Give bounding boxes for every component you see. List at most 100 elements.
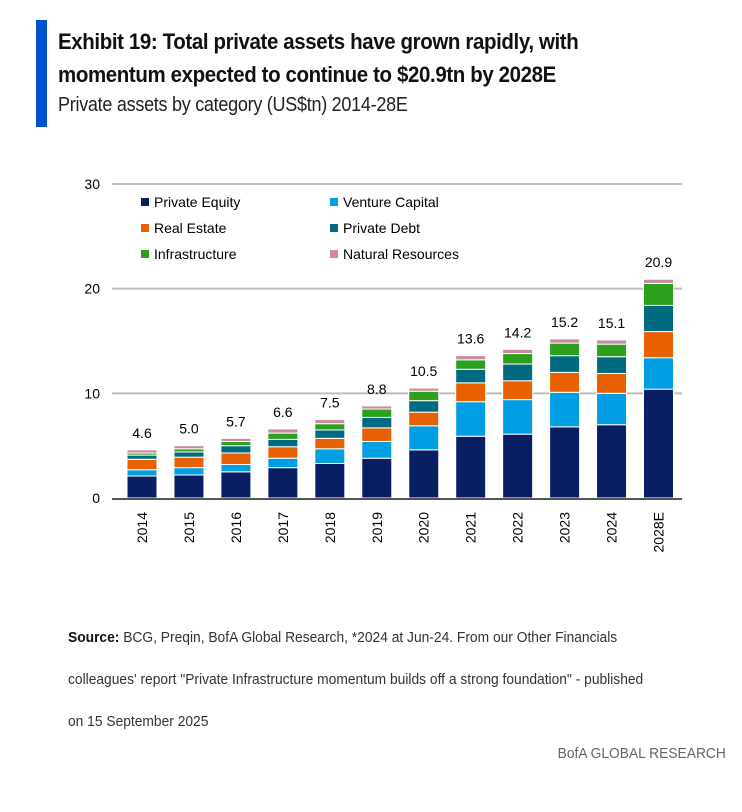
total-label: 10.5 [410, 363, 437, 379]
total-label: 14.2 [504, 324, 531, 340]
legend-item: Natural Resources [330, 246, 459, 262]
bar-segment-natural-resources [173, 445, 205, 450]
bar-segment-real-estate [361, 427, 393, 442]
bar-segment-infrastructure [408, 390, 440, 402]
x-tick-label: 2024 [604, 512, 620, 543]
bar-segment-private-debt [455, 368, 487, 384]
bar-segment-natural-resources [408, 387, 440, 392]
bar-segment-venture-capital [173, 467, 205, 476]
bar-segment-private-equity [220, 471, 252, 499]
legend-label: Real Estate [154, 220, 227, 236]
legend-swatch [330, 224, 338, 232]
bar-stack [502, 348, 534, 499]
bar-segment-real-estate [267, 446, 299, 459]
bar-segment-private-equity [596, 424, 628, 499]
bar-segment-natural-resources [220, 437, 252, 442]
y-axis-ticks: 0 10 20 30 [84, 176, 100, 506]
bar-segment-venture-capital [502, 399, 534, 435]
bar-segment-private-equity [549, 426, 581, 499]
x-tick-label: 2017 [275, 512, 291, 543]
bar-segment-real-estate [408, 411, 440, 427]
bar-segment-venture-capital [126, 469, 158, 477]
legend-item: Private Debt [330, 220, 420, 236]
legend-item: Infrastructure [141, 246, 237, 262]
bar-segment-private-debt [361, 416, 393, 429]
source-label: Source: [68, 629, 120, 646]
source-line-2: colleagues' report "Private Infrastructu… [68, 671, 644, 688]
x-tick-label: 2016 [228, 512, 244, 543]
bar-segment-private-debt [267, 438, 299, 448]
bar-segment-real-estate [314, 437, 346, 450]
total-labels: 4.6 5.0 5.7 6.6 7.5 8.8 10.5 13.6 14.2 15.2 15.1 20… [132, 254, 672, 441]
bar-segment-private-equity [361, 457, 393, 499]
total-label: 15.1 [598, 315, 625, 331]
bar-stack [267, 428, 299, 499]
bar-segment-real-estate [643, 331, 674, 359]
bar-stack [220, 437, 252, 499]
bar-segment-private-equity [643, 388, 674, 499]
bar-segment-private-equity [314, 462, 346, 499]
gridlines [112, 183, 682, 395]
total-label: 13.6 [457, 331, 484, 347]
x-tick-label: 2019 [369, 512, 385, 543]
bar-stack [596, 339, 628, 499]
legend-swatch [141, 224, 149, 232]
bar-segment-private-debt [314, 429, 346, 439]
bar-stack [314, 419, 346, 499]
bar-segment-natural-resources [596, 339, 628, 345]
exhibit-title: Exhibit 19: Total private assets have gr… [58, 25, 681, 91]
bar-segment-infrastructure [502, 353, 534, 365]
y-tick-label: 20 [84, 281, 100, 297]
bar-stack [173, 445, 205, 499]
legend-swatch [330, 250, 338, 258]
x-tick-label: 2014 [134, 512, 150, 543]
bar-segment-real-estate [596, 372, 628, 394]
source-line-3: on 15 September 2025 [68, 713, 209, 730]
total-label: 8.8 [367, 381, 387, 397]
legend-item: Private Equity [141, 194, 240, 210]
bar-segment-venture-capital [220, 464, 252, 473]
bar-segment-real-estate [502, 380, 534, 401]
total-label: 20.9 [645, 254, 672, 270]
bar-segment-natural-resources [549, 338, 581, 344]
bar-segment-infrastructure [361, 408, 393, 418]
legend-swatch [141, 250, 149, 258]
bar-segment-natural-resources [267, 428, 299, 434]
bar-segment-private-equity [267, 467, 299, 499]
legend: Private Equity Venture Capital Real Estate… [141, 194, 459, 262]
total-label: 7.5 [320, 395, 340, 411]
legend-item: Real Estate [141, 220, 227, 236]
stacked-bar-chart: 0 10 20 30 4.6 5.0 5.7 6.6 7.5 8.8 10.5 13.6 14.2 15… [84, 176, 682, 552]
bar-segment-private-debt [126, 454, 158, 460]
bar-segment-real-estate [549, 371, 581, 393]
source-note: Source: BCG, Preqin, BofA Global Researc… [68, 617, 675, 743]
brand-label: BofA GLOBAL RESEARCH [557, 745, 726, 762]
bar-segment-natural-resources [126, 449, 158, 454]
title-line-2: momentum expected to continue to $20.9tn… [58, 62, 556, 87]
bar-segment-natural-resources [361, 405, 393, 410]
x-tick-label: 2018 [322, 512, 338, 543]
bar-segment-real-estate [455, 382, 487, 403]
accent-bar [36, 20, 47, 127]
bar-segment-private-debt [408, 400, 440, 413]
bar-segment-private-equity [502, 433, 534, 499]
bar-stack [361, 405, 393, 499]
bar-segment-venture-capital [361, 440, 393, 459]
x-tick-label: 2015 [181, 512, 197, 543]
bar-segment-venture-capital [267, 457, 299, 469]
bar-segment-private-debt [173, 451, 205, 458]
legend-label: Venture Capital [343, 194, 439, 210]
bar-stack [455, 355, 487, 499]
bar-segment-private-debt [643, 304, 674, 333]
bars [126, 278, 674, 499]
total-label: 5.0 [179, 421, 199, 437]
source-line-1: BCG, Preqin, BofA Global Research, *2024… [119, 629, 618, 646]
bar-segment-infrastructure [314, 423, 346, 431]
bar-segment-private-equity [173, 474, 205, 499]
bar-segment-real-estate [220, 452, 252, 466]
legend-label: Infrastructure [154, 246, 237, 262]
bar-segment-infrastructure [643, 282, 674, 306]
bar-segment-venture-capital [596, 392, 628, 426]
bar-segment-natural-resources [455, 355, 487, 361]
bar-segment-infrastructure [596, 343, 628, 358]
